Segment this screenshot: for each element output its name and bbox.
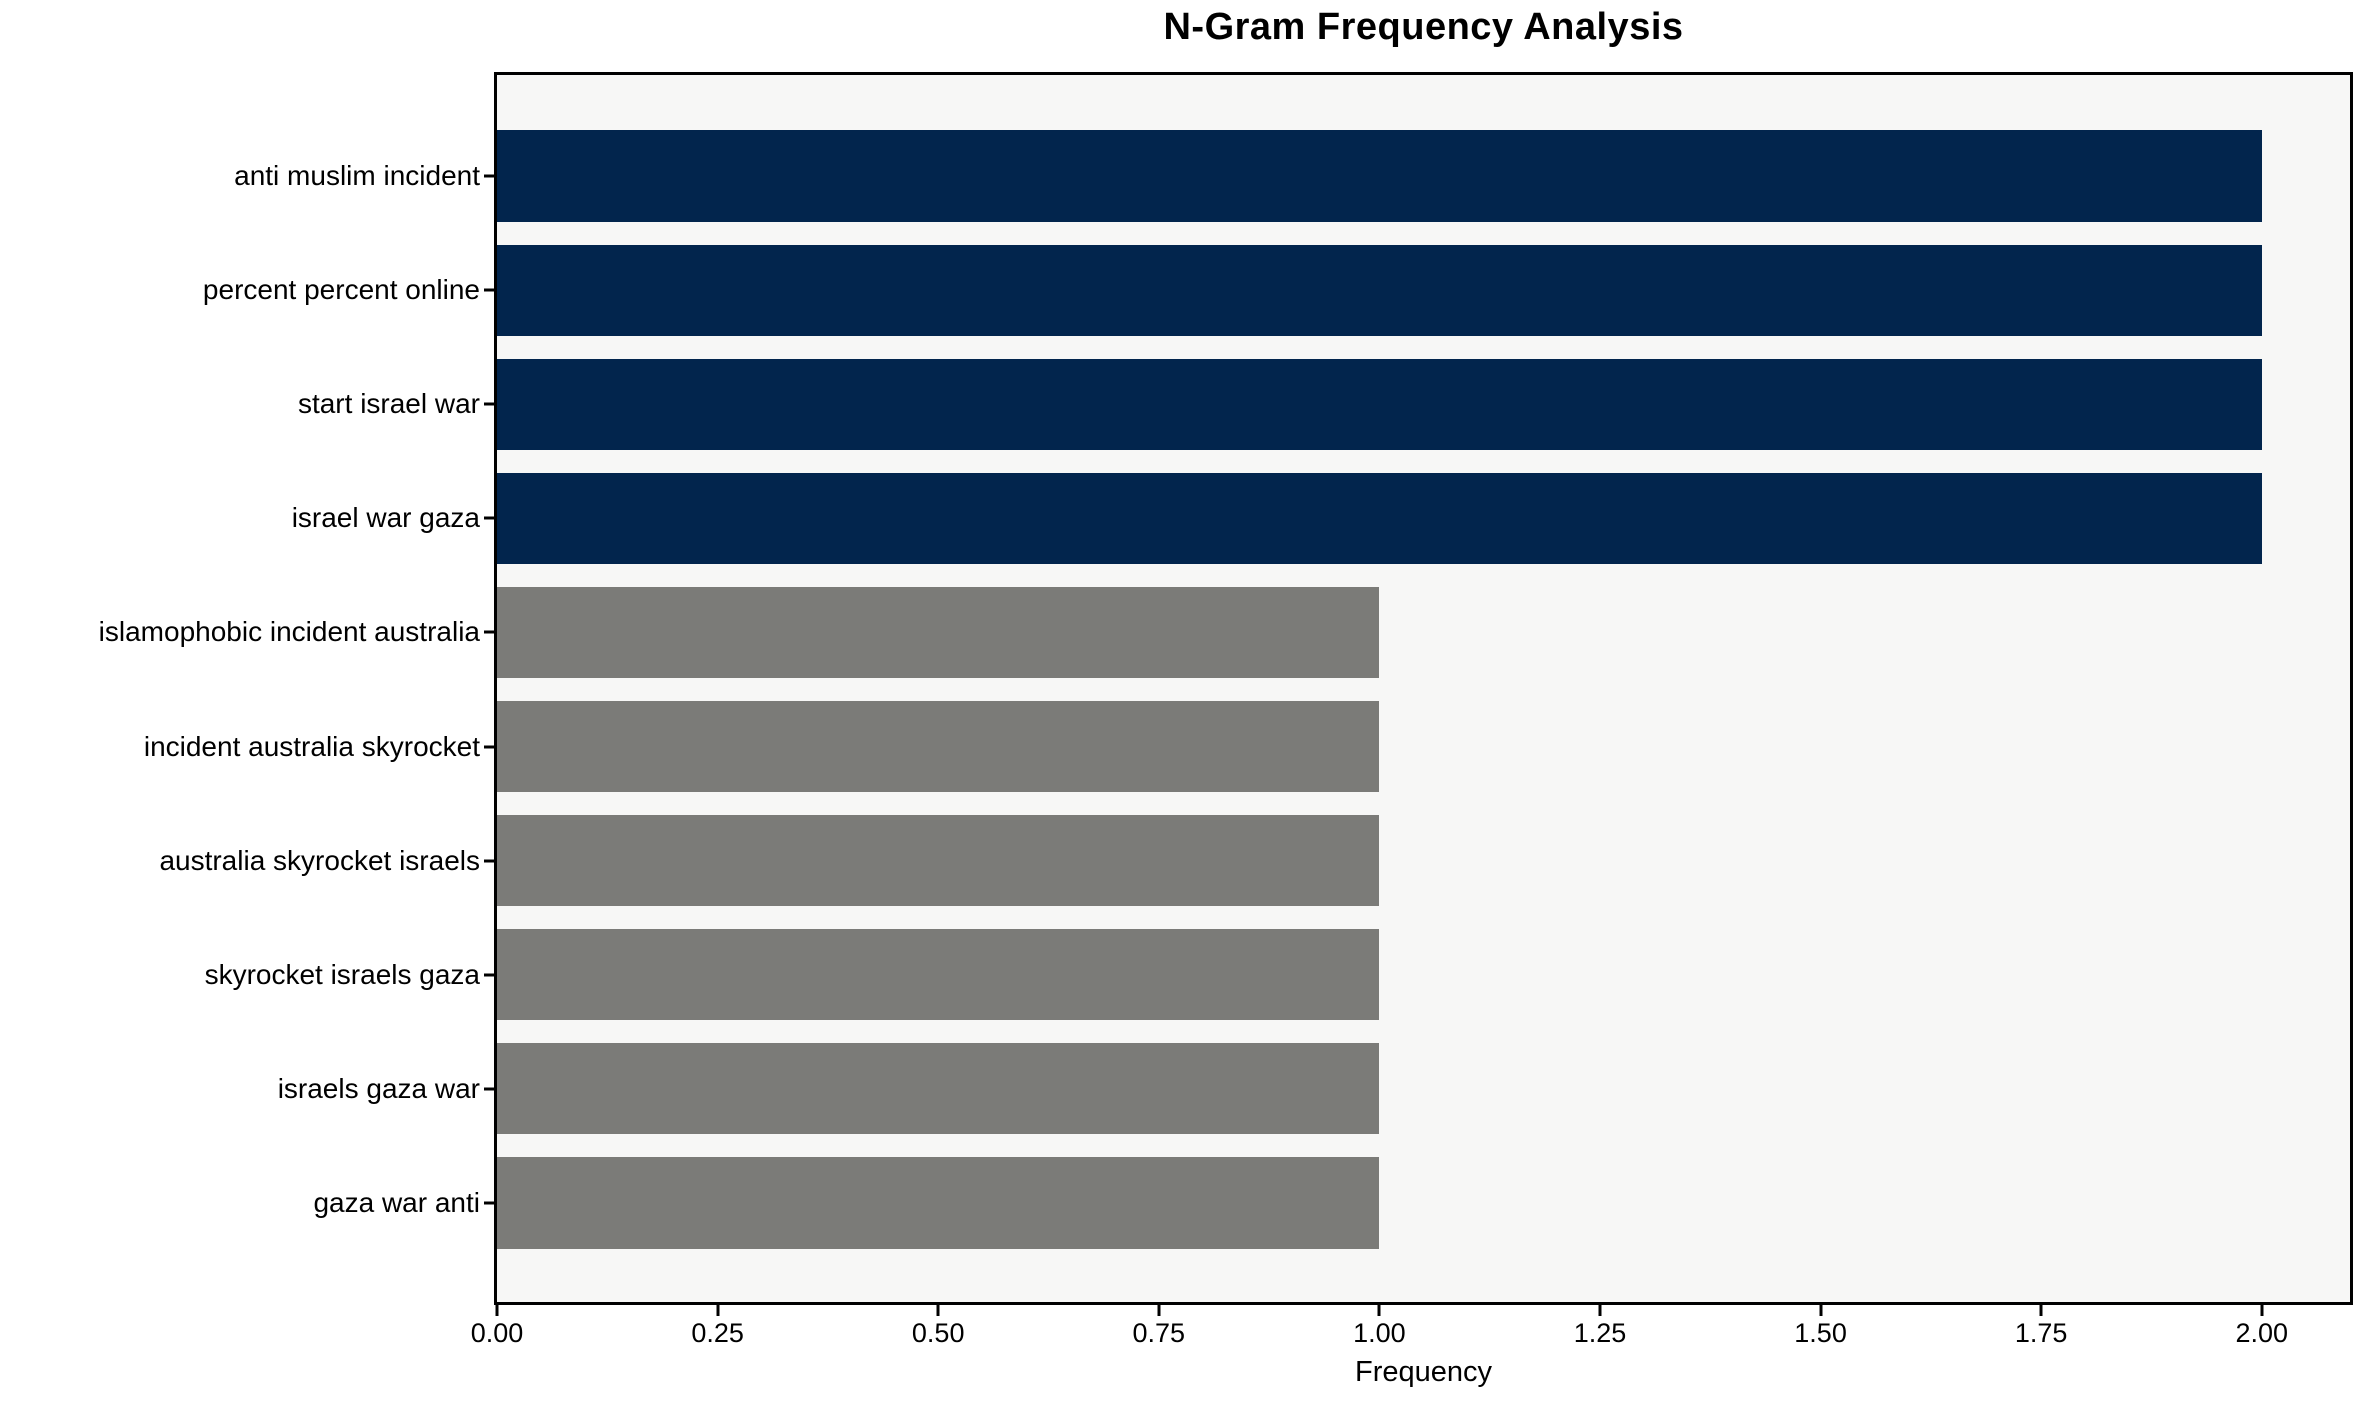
x-tick-label: 0.50 bbox=[911, 1318, 965, 1348]
x-tick-label: 1.75 bbox=[2014, 1318, 2068, 1348]
y-tick-mark bbox=[484, 1087, 494, 1091]
bar-row: skyrocket israels gaza bbox=[205, 918, 2350, 1032]
x-tick-mark bbox=[1377, 1305, 1381, 1316]
y-tick-label: incident australia skyrocket bbox=[143, 730, 480, 762]
bar bbox=[497, 130, 2262, 222]
bar bbox=[497, 472, 2262, 564]
bar-row: israels gaza war bbox=[278, 1032, 2350, 1146]
x-tick-label: 0.00 bbox=[470, 1318, 524, 1348]
x-tick-label: 1.00 bbox=[1353, 1318, 1406, 1348]
y-tick-mark bbox=[484, 402, 494, 406]
bar-row: australia skyrocket israels bbox=[159, 804, 2350, 918]
plot-area: anti muslim incident percent percent onli… bbox=[99, 72, 2353, 1305]
chart-title: N-Gram Frequency Analysis bbox=[1163, 6, 1684, 48]
y-tick-label: start israel war bbox=[297, 388, 480, 420]
x-tick-label: 1.25 bbox=[1573, 1318, 1627, 1348]
bar bbox=[497, 814, 1380, 907]
y-tick-mark bbox=[484, 1201, 494, 1205]
y-tick-label: gaza war anti bbox=[313, 1186, 480, 1218]
y-tick-mark bbox=[484, 174, 494, 178]
y-tick-mark bbox=[484, 745, 494, 749]
x-tick-label: 2.00 bbox=[2235, 1318, 2289, 1348]
x-tick-mark bbox=[2260, 1305, 2264, 1316]
bar bbox=[497, 358, 2262, 450]
bar-row: gaza war anti bbox=[313, 1146, 2350, 1260]
x-tick-mark bbox=[1157, 1305, 1161, 1316]
y-tick-mark bbox=[484, 516, 494, 520]
bar-row: anti muslim incident bbox=[234, 119, 2350, 233]
bar bbox=[497, 1157, 1380, 1249]
x-tick-label: 0.25 bbox=[691, 1318, 744, 1348]
x-tick-mark bbox=[716, 1305, 720, 1316]
y-tick-mark bbox=[484, 973, 494, 977]
bar bbox=[497, 586, 1380, 679]
x-axis-label: Frequency bbox=[1354, 1356, 1492, 1388]
x-tick-mark bbox=[936, 1305, 940, 1316]
bar-row: incident australia skyrocket bbox=[144, 689, 2350, 803]
y-tick-label: percent percent online bbox=[202, 274, 480, 306]
x-tick-mark bbox=[495, 1305, 499, 1316]
bar bbox=[497, 929, 1380, 1021]
bar-row: islamophobic incident australia bbox=[99, 575, 2350, 689]
bar-row: israel war gaza bbox=[292, 461, 2350, 575]
y-tick-mark bbox=[484, 630, 494, 634]
x-tick-label: 1.50 bbox=[1794, 1318, 1847, 1348]
bar bbox=[497, 244, 2262, 336]
bar-row: percent percent online bbox=[203, 233, 2350, 347]
x-tick-mark bbox=[1819, 1305, 1823, 1316]
y-tick-label: islamophobic incident australia bbox=[98, 616, 480, 648]
y-tick-label: israel war gaza bbox=[291, 502, 480, 534]
x-tick-mark bbox=[2039, 1305, 2043, 1316]
x-axis-tick-labels: 0.00 0.25 0.50 0.75 1.00 1.25 1.50 1.75 2.00 bbox=[471, 1318, 2350, 1350]
y-tick-mark bbox=[484, 859, 494, 863]
y-tick-label: skyrocket israels gaza bbox=[204, 958, 480, 990]
bar bbox=[497, 700, 1380, 793]
y-tick-label: anti muslim incident bbox=[234, 160, 480, 192]
x-tick-label: 0.75 bbox=[1132, 1318, 1186, 1348]
bar-row: start israel war bbox=[298, 347, 2350, 461]
bar bbox=[497, 1043, 1380, 1135]
y-tick-label: israels gaza war bbox=[277, 1072, 480, 1104]
x-axis-ticks bbox=[495, 1305, 2350, 1317]
x-tick-mark bbox=[1598, 1305, 1602, 1316]
y-tick-label: australia skyrocket israels bbox=[159, 844, 480, 876]
y-tick-mark bbox=[484, 288, 494, 292]
